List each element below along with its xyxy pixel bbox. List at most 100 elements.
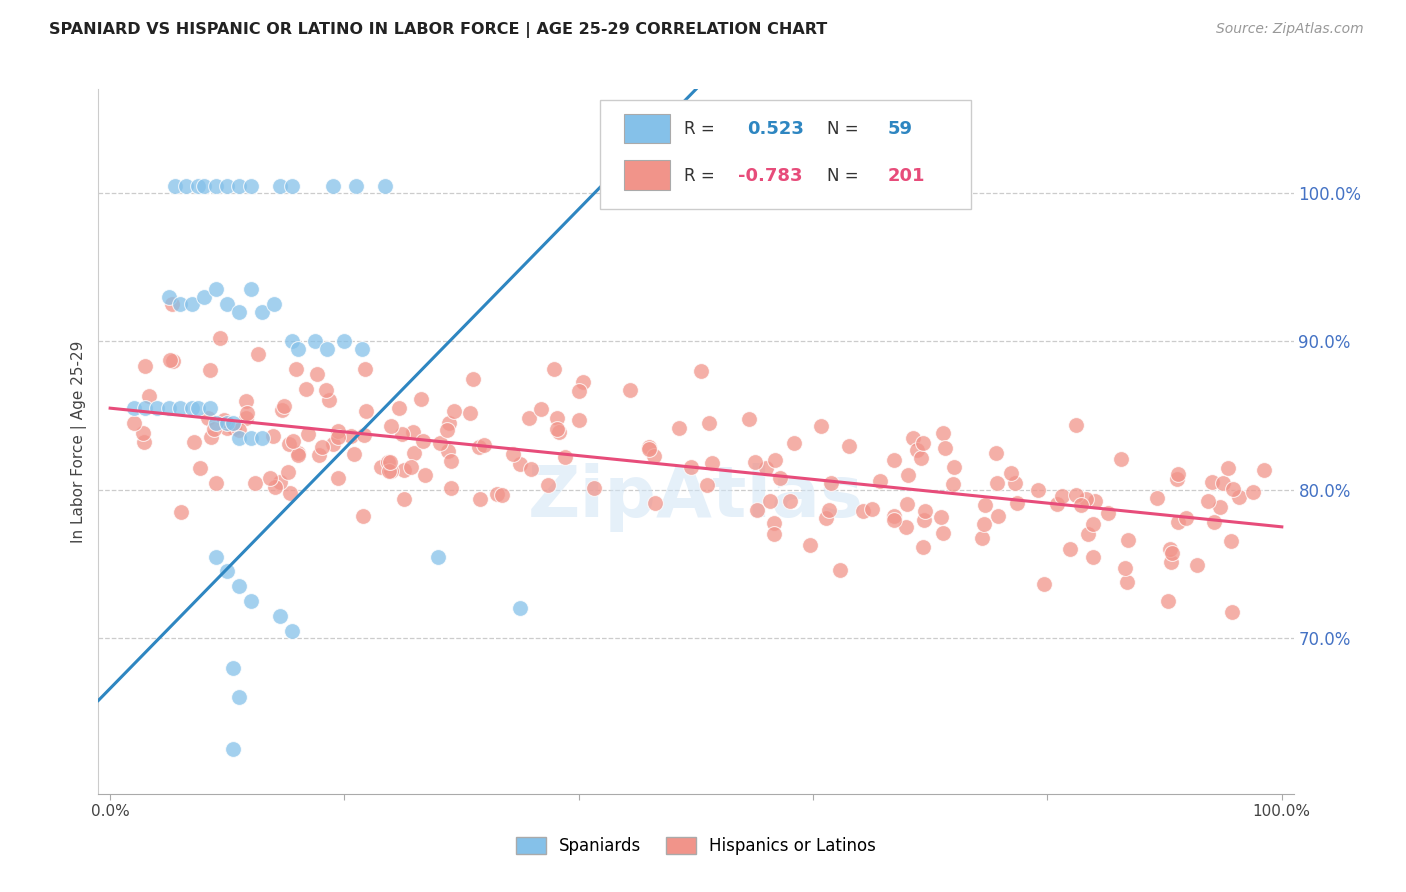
Hispanics or Latinos xyxy=(472,438,495,452)
Hispanics or Latinos xyxy=(285,362,308,376)
Hispanics or Latinos xyxy=(440,481,463,495)
Hispanics or Latinos xyxy=(287,448,309,462)
Spaniards xyxy=(174,178,197,193)
Hispanics or Latinos xyxy=(392,491,415,506)
Hispanics or Latinos xyxy=(1166,472,1188,486)
Hispanics or Latinos xyxy=(343,447,366,461)
Hispanics or Latinos xyxy=(1097,507,1119,521)
Hispanics or Latinos xyxy=(391,427,413,442)
Spaniards xyxy=(169,401,191,416)
Hispanics or Latinos xyxy=(820,475,842,490)
Hispanics or Latinos xyxy=(932,526,955,541)
Hispanics or Latinos xyxy=(537,478,560,492)
Spaniards xyxy=(316,342,339,356)
Hispanics or Latinos xyxy=(228,423,250,437)
Hispanics or Latinos xyxy=(269,475,291,489)
Hispanics or Latinos xyxy=(1157,593,1180,607)
Text: R =: R = xyxy=(685,167,714,185)
Hispanics or Latinos xyxy=(897,467,920,482)
Hispanics or Latinos xyxy=(543,362,565,376)
Hispanics or Latinos xyxy=(322,437,344,451)
Hispanics or Latinos xyxy=(1059,541,1081,556)
Hispanics or Latinos xyxy=(974,499,997,513)
Hispanics or Latinos xyxy=(911,541,934,555)
Hispanics or Latinos xyxy=(984,446,1007,460)
Spaniards xyxy=(134,401,156,416)
Text: N =: N = xyxy=(827,120,859,137)
Hispanics or Latinos xyxy=(910,451,932,466)
Hispanics or Latinos xyxy=(1115,574,1137,589)
Hispanics or Latinos xyxy=(392,462,415,476)
Hispanics or Latinos xyxy=(903,431,925,445)
Hispanics or Latinos xyxy=(830,563,852,577)
Hispanics or Latinos xyxy=(769,470,792,484)
Hispanics or Latinos xyxy=(246,346,269,360)
Hispanics or Latinos xyxy=(1160,546,1182,560)
FancyBboxPatch shape xyxy=(600,100,972,209)
Hispanics or Latinos xyxy=(1109,451,1132,466)
Hispanics or Latinos xyxy=(689,363,711,377)
Hispanics or Latinos xyxy=(970,531,993,545)
Text: 59: 59 xyxy=(887,120,912,137)
Hispanics or Latinos xyxy=(745,502,768,516)
Hispanics or Latinos xyxy=(883,453,905,467)
Hispanics or Latinos xyxy=(271,403,294,417)
Spaniards xyxy=(228,178,250,193)
Hispanics or Latinos xyxy=(404,446,426,460)
Hispanics or Latinos xyxy=(1222,482,1244,496)
Hispanics or Latinos xyxy=(638,441,661,455)
Text: Source: ZipAtlas.com: Source: ZipAtlas.com xyxy=(1216,22,1364,37)
Hispanics or Latinos xyxy=(546,422,568,436)
Hispanics or Latinos xyxy=(1220,533,1243,548)
Hispanics or Latinos xyxy=(297,427,319,442)
Hispanics or Latinos xyxy=(429,436,451,450)
Hispanics or Latinos xyxy=(1084,494,1107,508)
Spaniards xyxy=(239,283,262,297)
Spaniards xyxy=(269,608,291,623)
Spaniards xyxy=(181,297,204,311)
Hispanics or Latinos xyxy=(222,421,245,435)
Hispanics or Latinos xyxy=(755,461,778,475)
Hispanics or Latinos xyxy=(1160,555,1182,569)
Spaniards xyxy=(228,304,250,318)
Hispanics or Latinos xyxy=(530,402,553,417)
Hispanics or Latinos xyxy=(295,383,318,397)
Hispanics or Latinos xyxy=(1076,492,1098,507)
Spaniards xyxy=(252,304,274,318)
Hispanics or Latinos xyxy=(637,442,659,456)
Spaniards xyxy=(287,342,309,356)
Spaniards xyxy=(281,334,304,349)
Spaniards xyxy=(217,297,239,311)
Hispanics or Latinos xyxy=(235,394,257,409)
Hispanics or Latinos xyxy=(132,425,155,440)
Spaniards xyxy=(374,178,396,193)
Spaniards xyxy=(193,178,215,193)
Spaniards xyxy=(239,178,262,193)
Hispanics or Latinos xyxy=(437,416,460,430)
Hispanics or Latinos xyxy=(1146,491,1168,505)
Hispanics or Latinos xyxy=(1167,467,1189,482)
Spaniards xyxy=(217,416,239,430)
Text: N =: N = xyxy=(827,167,859,185)
Hispanics or Latinos xyxy=(305,368,328,382)
Hispanics or Latinos xyxy=(668,421,690,435)
Text: R =: R = xyxy=(685,120,714,137)
Hispanics or Latinos xyxy=(914,503,936,517)
Hispanics or Latinos xyxy=(1083,517,1105,532)
Hispanics or Latinos xyxy=(852,504,875,518)
Hispanics or Latinos xyxy=(896,497,918,511)
Hispanics or Latinos xyxy=(763,516,786,530)
Legend: Spaniards, Hispanics or Latinos: Spaniards, Hispanics or Latinos xyxy=(508,829,884,863)
Spaniards xyxy=(187,401,209,416)
Hispanics or Latinos xyxy=(436,423,458,437)
Hispanics or Latinos xyxy=(401,425,423,439)
Hispanics or Latinos xyxy=(412,434,434,448)
Hispanics or Latinos xyxy=(814,510,837,524)
Hispanics or Latinos xyxy=(583,481,606,495)
Hispanics or Latinos xyxy=(681,459,703,474)
Bar xyxy=(624,161,669,190)
Hispanics or Latinos xyxy=(644,496,666,510)
Hispanics or Latinos xyxy=(986,476,1008,491)
Hispanics or Latinos xyxy=(546,410,568,425)
Hispanics or Latinos xyxy=(259,471,281,485)
